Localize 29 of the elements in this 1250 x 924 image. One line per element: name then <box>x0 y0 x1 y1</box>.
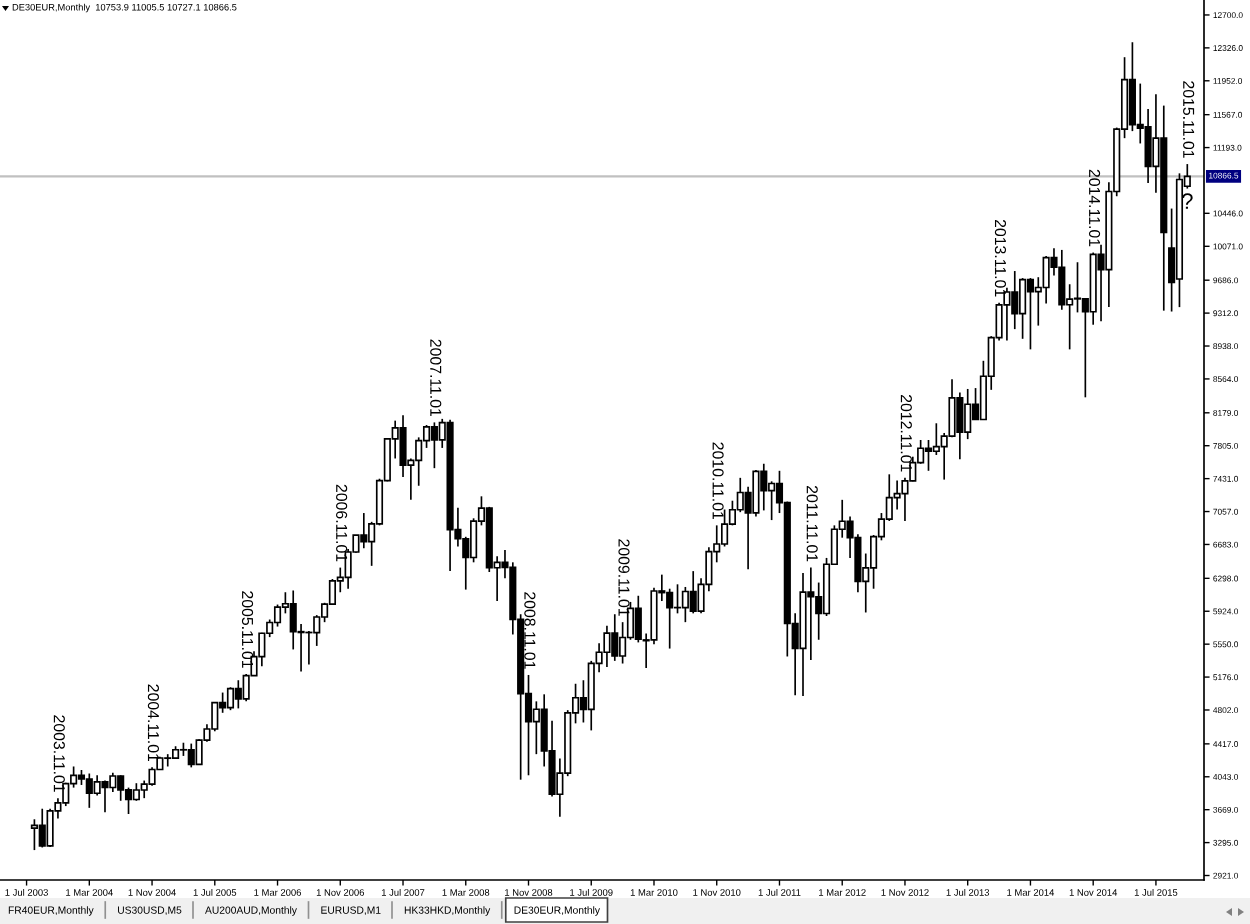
candlestick <box>1042 255 1050 305</box>
candlestick <box>807 566 815 661</box>
candlestick <box>689 570 697 615</box>
candlestick <box>681 586 689 623</box>
candlestick <box>1026 277 1035 351</box>
candlestick <box>924 439 933 472</box>
candlestick <box>30 818 38 851</box>
candlestick <box>611 613 619 662</box>
candlestick <box>1019 277 1027 340</box>
annotation: ? <box>1182 193 1193 209</box>
candlestick <box>360 512 368 550</box>
candlestick <box>532 700 540 755</box>
candlestick <box>760 462 768 512</box>
candlestick <box>964 388 972 440</box>
candlestick <box>164 753 172 768</box>
candlestick <box>234 679 242 710</box>
candlestick <box>38 807 46 849</box>
candlestick <box>117 774 125 802</box>
candlestick <box>187 742 195 769</box>
candlestick <box>603 624 611 668</box>
candlestick <box>1073 261 1082 314</box>
candlestick <box>1003 286 1011 342</box>
candlestick <box>109 771 117 793</box>
candlestick <box>956 391 964 461</box>
candlestick <box>85 772 93 809</box>
candlestick <box>101 779 109 814</box>
candlestick <box>226 686 235 711</box>
candlestick <box>1058 249 1066 311</box>
candlestick <box>430 421 438 469</box>
